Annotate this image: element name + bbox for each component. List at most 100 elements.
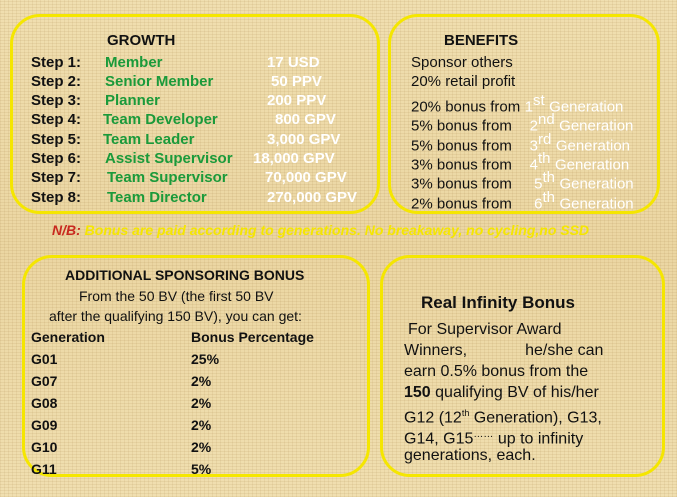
- table-row-percentage: 2%: [191, 373, 212, 389]
- benefit-text: 3% bonus from: [411, 156, 512, 174]
- benefit-generation-number: 1: [524, 98, 534, 116]
- growth-heading: GROWTH: [107, 32, 176, 49]
- step-label: Step 6:: [31, 150, 82, 167]
- additional-line-2: after the qualifying 150 BV), you can ge…: [49, 308, 302, 324]
- infinity-line-7: generations, each.: [404, 447, 536, 464]
- step-amount: 800 GPV: [275, 111, 336, 128]
- infinity-line-6: G14, G15…… up to infinity: [404, 424, 583, 449]
- benefit-text: 2% bonus from: [411, 195, 512, 213]
- table-row-percentage: 2%: [191, 417, 212, 433]
- benefit-item: 5% bonus from 2nd Generation: [411, 111, 633, 135]
- table-row-percentage: 25%: [191, 351, 220, 367]
- step-amount: 50 PPV: [271, 73, 322, 90]
- step-name: Team Supervisor: [107, 169, 228, 186]
- infinity-line-5-sup: th: [461, 408, 470, 418]
- infinity-line-5-pre: G12 (12: [404, 409, 462, 427]
- infinity-line-3: earn 0.5% bonus from the: [404, 363, 589, 380]
- step-amount: 70,000 GPV: [265, 169, 347, 186]
- infinity-line-2b: he/she can: [525, 342, 604, 359]
- benefits-heading: BENEFITS: [444, 32, 519, 49]
- col-header-generation: Generation: [31, 329, 105, 345]
- step-name: Member: [105, 54, 163, 71]
- table-row-generation: G09: [31, 417, 58, 433]
- table-row-generation: G07: [31, 373, 58, 389]
- additional-sponsoring-bonus-panel: ADDITIONAL SPONSORING BONUS From the 50 …: [22, 255, 370, 477]
- real-infinity-bonus-panel: Real Infinity Bonus For Supervisor Award…: [380, 255, 665, 477]
- benefit-generation-word: Generation: [554, 156, 630, 174]
- benefit-item: 5% bonus from 3rd Generation: [411, 131, 630, 155]
- benefit-item: 20% bonus from 1st Generation: [411, 92, 623, 116]
- infinity-line-1: For Supervisor Award: [408, 321, 562, 338]
- infinity-line-6-pre: G14, G15: [404, 430, 474, 448]
- note-line: N/B: Bonus are paid according to generat…: [52, 222, 589, 238]
- benefit-text: 5% bonus from: [411, 117, 512, 135]
- step-name: Team Director: [107, 189, 207, 206]
- step-label: Step 5:: [31, 131, 82, 148]
- step-amount: 3,000 GPV: [267, 131, 341, 148]
- benefit-generation-number: 2: [529, 117, 539, 135]
- step-name: Team Developer: [103, 111, 218, 128]
- benefit-generation-number: 5: [534, 175, 543, 193]
- benefit-generation-suffix: rd: [538, 131, 552, 148]
- table-row-generation: G11: [31, 461, 57, 477]
- step-label: Step 4:: [31, 111, 82, 128]
- infinity-line-5: G12 (12th Generation), G13,: [404, 403, 602, 428]
- infinity-line-6-post: up to infinity: [493, 430, 584, 448]
- benefit-text: 5% bonus from: [411, 137, 512, 155]
- infinity-qualifying-number: 150: [404, 384, 431, 401]
- step-amount: 200 PPV: [267, 92, 327, 109]
- step-name: Team Leader: [103, 131, 195, 148]
- step-label: Step 2:: [31, 73, 82, 90]
- benefit-generation-word: Generation: [549, 98, 624, 116]
- benefit-generation-suffix: st: [533, 92, 545, 109]
- step-name: Assist Supervisor: [105, 150, 233, 167]
- benefit-generation-word: Generation: [559, 195, 634, 213]
- benefit-generation-number: 4: [529, 156, 539, 174]
- step-label: Step 8:: [31, 189, 82, 206]
- benefit-generation-suffix: th: [538, 150, 551, 167]
- benefit-text: 3% bonus from: [411, 175, 512, 193]
- benefit-generation-number: 3: [529, 137, 539, 155]
- note-label: N/B:: [52, 222, 81, 238]
- benefit-generation-word: Generation: [559, 175, 634, 193]
- additional-line-1: From the 50 BV (the first 50 BV: [79, 288, 274, 304]
- benefit-item: 3% bonus from 4th Generation: [411, 150, 629, 174]
- step-amount: 17 USD: [267, 54, 320, 71]
- step-label: Step 3:: [31, 92, 82, 109]
- infinity-line-6-dots: ……: [473, 429, 494, 440]
- benefit-generation-suffix: th: [542, 189, 555, 206]
- table-row-generation: G01: [31, 351, 58, 367]
- step-amount: 18,000 GPV: [253, 150, 335, 167]
- step-amount: 270,000 GPV: [267, 189, 358, 206]
- infinity-line-4-rest: qualifying BV of his/her: [430, 384, 599, 401]
- step-label: Step 7:: [31, 169, 82, 186]
- table-row-generation: G10: [31, 439, 58, 455]
- col-header-bonus-percentage: Bonus Percentage: [191, 329, 314, 345]
- table-row-generation: G08: [31, 395, 58, 411]
- growth-panel: GROWTH Step 1: Member 17 USD Step 2: Sen…: [10, 14, 380, 214]
- infinity-line-4: 150 qualifying BV of his/her: [404, 382, 599, 403]
- infinity-line-2: Winners, he/she can: [404, 340, 603, 361]
- benefit-generation-word: Generation: [555, 137, 631, 155]
- step-name: Senior Member: [105, 73, 214, 90]
- benefit-item: Sponsor others: [411, 54, 513, 71]
- table-row-percentage: 2%: [191, 439, 212, 455]
- benefit-item: 3% bonus from 5th Generation: [411, 169, 634, 193]
- step-label: Step 1:: [31, 54, 82, 71]
- additional-heading: ADDITIONAL SPONSORING BONUS: [65, 267, 305, 283]
- benefit-generation-suffix: nd: [538, 111, 555, 128]
- benefit-generation-suffix: th: [542, 169, 555, 186]
- benefit-text: 20% bonus from: [411, 98, 521, 116]
- benefit-generation-word: Generation: [559, 117, 634, 135]
- note-text: Bonus are paid according to generations.…: [84, 222, 590, 238]
- table-row-percentage: 5%: [191, 461, 212, 477]
- infinity-title: Real Infinity Bonus: [421, 293, 575, 312]
- benefit-generation-number: 6: [534, 195, 543, 213]
- benefit-item: 2% bonus from 6th Generation: [411, 189, 634, 213]
- benefit-item: 20% retail profit: [411, 73, 516, 90]
- table-row-percentage: 2%: [191, 395, 212, 411]
- benefits-panel: BENEFITS Sponsor others 20% retail profi…: [388, 14, 660, 214]
- infinity-line-5-post: Generation), G13,: [469, 409, 602, 427]
- step-name: Planner: [105, 92, 161, 109]
- infinity-line-2a: Winners,: [404, 342, 468, 359]
